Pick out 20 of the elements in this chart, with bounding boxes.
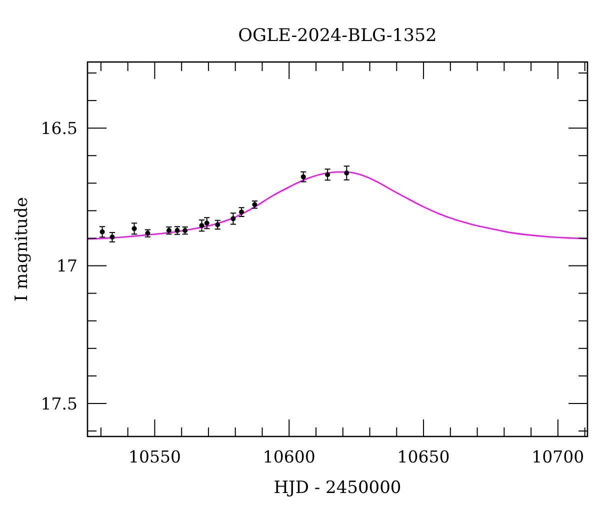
y-tick-label: 17.5 (40, 394, 78, 414)
point (110, 234, 115, 240)
y-axis-title: I magnitude (12, 197, 32, 302)
chart-title: OGLE-2024-BLG-1352 (238, 26, 437, 46)
x-tick-label: 10700 (532, 448, 584, 466)
point (230, 216, 236, 222)
point (100, 229, 105, 234)
point (344, 170, 350, 176)
x-axis-title: HJD - 2450000 (274, 478, 402, 498)
y-tick-label: 16.5 (40, 119, 78, 138)
point (199, 223, 204, 228)
point (132, 226, 137, 232)
point (300, 174, 306, 180)
y-tick-label: 17 (56, 256, 78, 276)
x-tick-label: 10550 (128, 448, 181, 466)
line-series (88, 171, 588, 240)
x-tick-label: 10650 (397, 448, 450, 466)
point (325, 172, 330, 178)
point (204, 220, 210, 226)
x-tick-label: 10600 (262, 448, 316, 466)
